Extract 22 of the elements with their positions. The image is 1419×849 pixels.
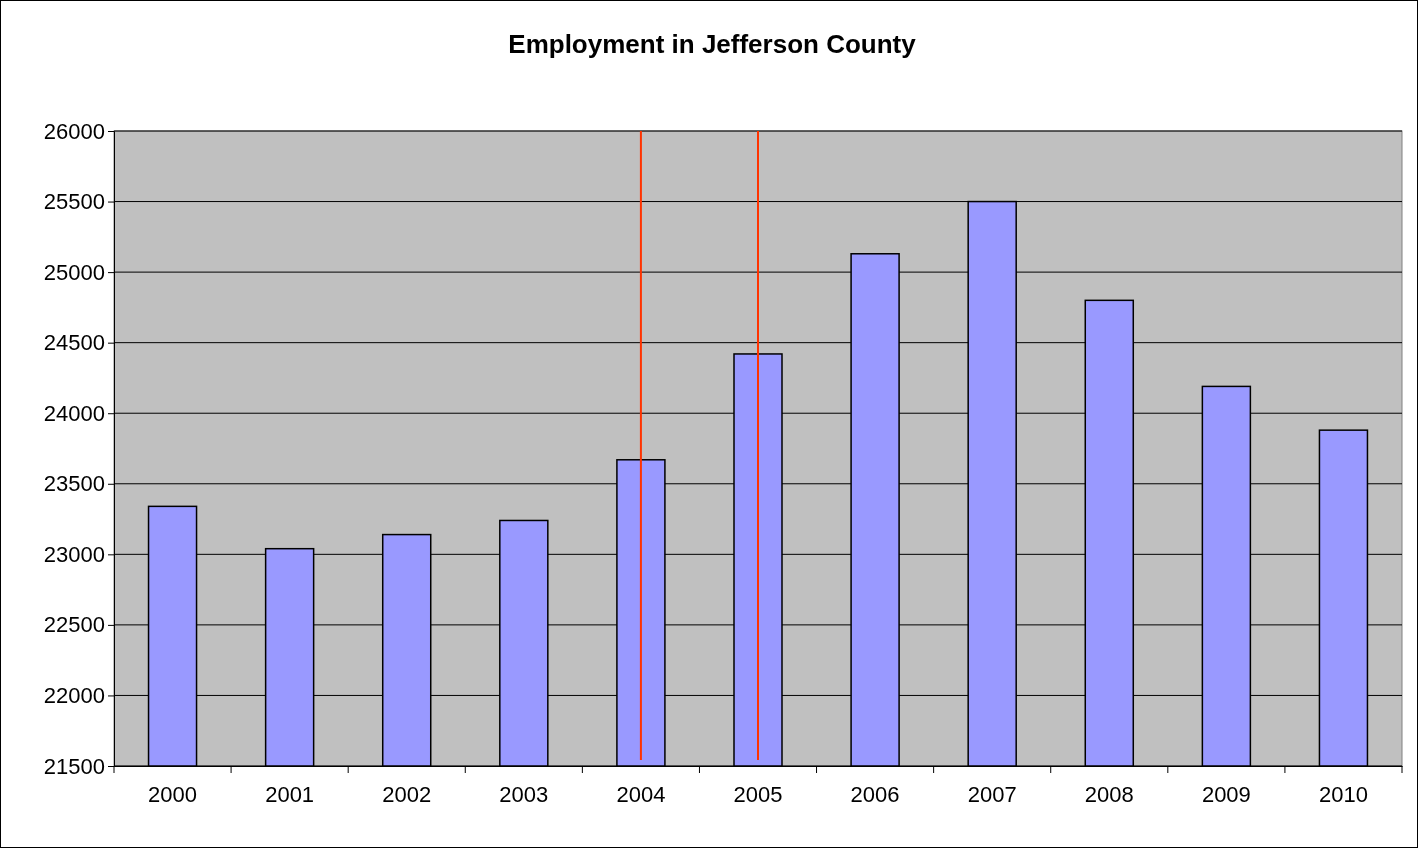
chart-title: Employment in Jefferson County (508, 29, 917, 59)
y-tick-label: 24000 (43, 400, 105, 426)
y-tick-label: 21500 (43, 753, 105, 779)
x-tick-label: 2002 (382, 782, 432, 807)
x-tick-label: 2006 (850, 782, 900, 807)
y-tick-label: 26000 (43, 118, 105, 144)
x-tick-label: 2008 (1084, 782, 1134, 807)
x-tick-label: 2004 (616, 782, 666, 807)
y-tick-label: 22000 (43, 682, 105, 708)
y-tick-label: 23000 (43, 541, 105, 567)
y-tick-label: 25000 (43, 259, 105, 285)
x-tick-label: 2001 (265, 782, 315, 807)
x-tick-label: 2003 (499, 782, 549, 807)
x-tick-label: 2005 (733, 782, 783, 807)
y-tick-label: 25500 (43, 189, 105, 215)
y-tick-label: 23500 (43, 471, 105, 497)
y-tick-label: 22500 (43, 612, 105, 638)
x-tick-label: 2010 (1318, 782, 1368, 807)
x-tick-label: 2000 (148, 782, 198, 807)
x-tick-label: 2009 (1201, 782, 1251, 807)
y-tick-label: 24500 (43, 330, 105, 356)
x-tick-label: 2007 (967, 782, 1017, 807)
